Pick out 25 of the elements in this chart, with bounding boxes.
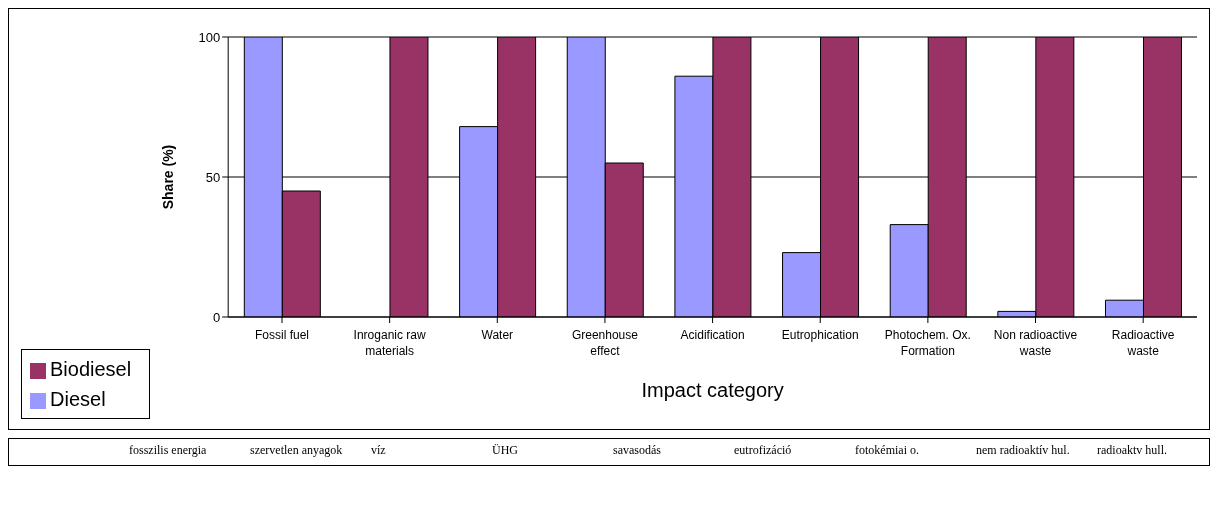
y-tick-label: 0 — [212, 309, 221, 325]
x-tick-label: Water — [481, 328, 514, 342]
text: fotokémiai o. — [855, 443, 919, 458]
x-tick-label: Inroganic raw materials — [353, 328, 426, 358]
text: fosszilis energia — [129, 443, 207, 458]
x-tick-label: Radioactive waste — [1111, 328, 1175, 358]
text: víz — [371, 443, 386, 458]
x-tick-label: Fossil fuel — [254, 328, 310, 342]
y-tick-label: 50 — [205, 169, 221, 185]
x-tick-label: Photochem. Ox. Formation — [884, 328, 971, 358]
x-tick-label: Acidification — [680, 328, 745, 342]
legend-label: Diesel — [50, 388, 106, 410]
text: eutrofizáció — [734, 443, 792, 458]
text: nem radioaktív hul. — [976, 443, 1070, 458]
x-tick-label: Eutrophication — [781, 328, 859, 342]
text: savasodás — [613, 443, 661, 458]
legend-label: Biodiesel — [50, 358, 132, 380]
x-tick-label: Greenhouse effect — [571, 328, 639, 358]
x-axis-title: Impact category — [641, 379, 784, 401]
text: radioaktv hull. — [1097, 443, 1167, 458]
text: szervetlen anyagok — [250, 443, 343, 458]
y-tick-label: 100 — [198, 29, 221, 45]
y-axis-title: Share (%) — [160, 144, 177, 210]
text: ÜHG — [492, 443, 518, 458]
x-tick-label: Non radioactive waste — [993, 328, 1078, 358]
